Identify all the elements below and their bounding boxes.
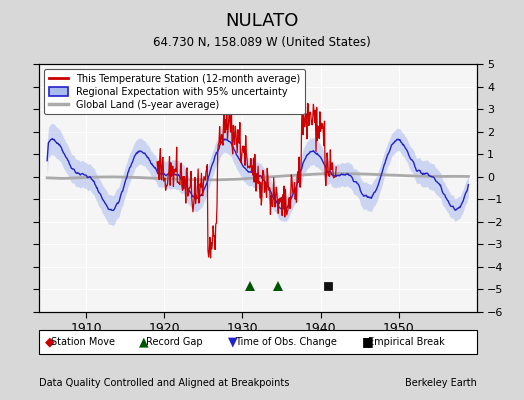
Text: ▼: ▼ <box>228 336 237 348</box>
Text: Record Gap: Record Gap <box>146 337 202 347</box>
Text: Berkeley Earth: Berkeley Earth <box>405 378 477 388</box>
Text: 64.730 N, 158.089 W (United States): 64.730 N, 158.089 W (United States) <box>153 36 371 49</box>
Legend: This Temperature Station (12-month average), Regional Expectation with 95% uncer: This Temperature Station (12-month avera… <box>44 69 305 114</box>
Text: ▲: ▲ <box>139 336 148 348</box>
Text: Data Quality Controlled and Aligned at Breakpoints: Data Quality Controlled and Aligned at B… <box>39 378 290 388</box>
Y-axis label: Temperature Anomaly (°C): Temperature Anomaly (°C) <box>523 114 524 262</box>
Text: ■: ■ <box>362 336 373 348</box>
Text: Time of Obs. Change: Time of Obs. Change <box>235 337 336 347</box>
Text: Empirical Break: Empirical Break <box>368 337 445 347</box>
Text: Station Move: Station Move <box>51 337 115 347</box>
Text: NULATO: NULATO <box>225 12 299 30</box>
Text: ◆: ◆ <box>45 336 54 348</box>
